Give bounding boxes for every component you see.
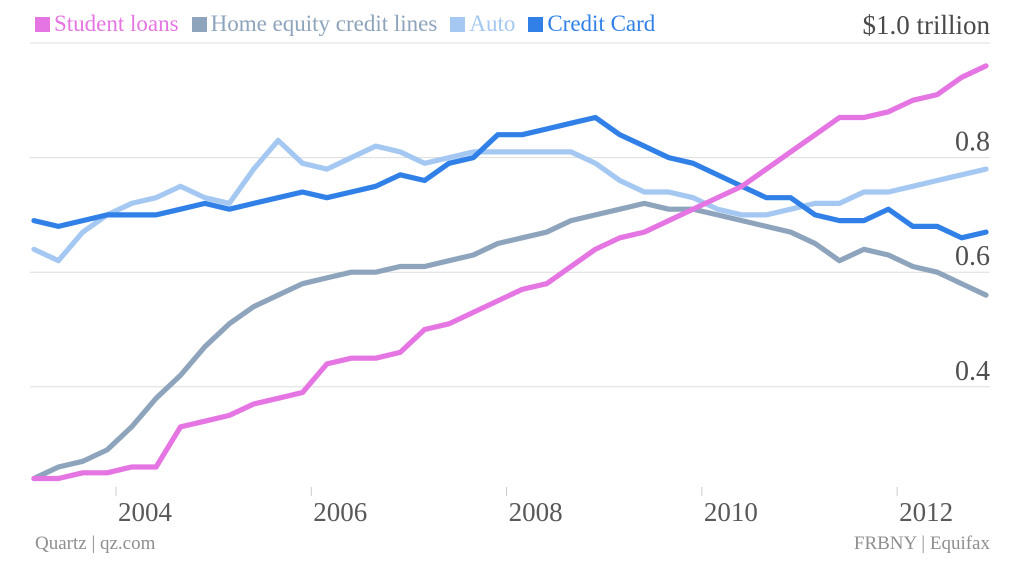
source-attribution-right: FRBNY | Equifax (853, 533, 990, 554)
legend-swatch-icon (35, 16, 50, 32)
legend-swatch-icon (191, 16, 207, 32)
legend-swatch-icon (450, 16, 466, 32)
legend-label: Auto (469, 11, 516, 36)
legend-label: Student loans (54, 11, 179, 36)
legend-item-auto: Auto (450, 11, 515, 37)
legend-item-credit-card: Credit Card (528, 11, 655, 37)
series-line-auto (31, 137, 989, 264)
legend-item-student-loans: Student loans (35, 11, 179, 37)
y-tick-label-0.8: 0.8 (955, 127, 990, 158)
legend-swatch-icon (528, 16, 544, 32)
series-line-credit-card (31, 114, 989, 241)
legend-label: Credit Card (547, 11, 656, 36)
y-tick-label-0.4: 0.4 (955, 356, 990, 387)
legend-label: Home equity credit lines (210, 11, 438, 36)
chart-legend: Student loans Home equity credit lines Aut… (35, 11, 655, 37)
legend-item-home-equity-credit-lines: Home equity credit lines (191, 11, 438, 37)
series-line-student-loans (31, 63, 989, 482)
x-tick-label-2006: 2006 (313, 497, 367, 527)
x-tick-label-2012: 2012 (899, 497, 953, 527)
series-line-home-equity-credit-lines (31, 200, 989, 482)
x-tick-label-2004: 2004 (118, 497, 173, 527)
y-axis-unit-label: $1.0 trillion (862, 10, 991, 40)
y-tick-label-0.6: 0.6 (955, 241, 990, 272)
x-tick-label-2010: 2010 (704, 497, 758, 527)
x-tick-label-2008: 2008 (509, 497, 563, 527)
source-attribution-left: Quartz | qz.com (35, 533, 156, 554)
